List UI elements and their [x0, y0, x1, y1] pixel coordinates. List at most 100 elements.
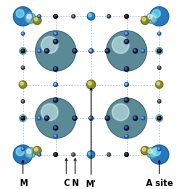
Circle shape — [27, 149, 31, 153]
Circle shape — [150, 145, 169, 164]
Circle shape — [25, 148, 36, 158]
Circle shape — [54, 67, 58, 71]
Circle shape — [107, 15, 110, 18]
Circle shape — [73, 116, 77, 120]
Circle shape — [156, 81, 163, 88]
Circle shape — [150, 7, 169, 26]
Circle shape — [22, 32, 24, 35]
Circle shape — [54, 83, 57, 86]
Circle shape — [158, 49, 161, 53]
Circle shape — [125, 83, 127, 85]
Circle shape — [158, 67, 160, 68]
Circle shape — [22, 100, 23, 101]
Circle shape — [157, 49, 160, 51]
Circle shape — [87, 151, 95, 158]
Circle shape — [89, 49, 93, 53]
Circle shape — [125, 32, 127, 34]
Circle shape — [20, 82, 23, 85]
Circle shape — [142, 18, 146, 21]
Circle shape — [54, 40, 56, 42]
Circle shape — [54, 40, 58, 44]
Circle shape — [125, 15, 128, 18]
Circle shape — [89, 49, 93, 53]
Circle shape — [33, 146, 41, 155]
Circle shape — [36, 98, 76, 138]
Circle shape — [158, 148, 161, 151]
Circle shape — [90, 50, 91, 51]
Circle shape — [106, 49, 108, 51]
Circle shape — [125, 126, 127, 128]
Circle shape — [107, 98, 146, 138]
Circle shape — [89, 116, 93, 120]
Circle shape — [125, 32, 128, 35]
Circle shape — [45, 49, 47, 51]
Circle shape — [105, 116, 109, 120]
Circle shape — [36, 31, 76, 71]
Circle shape — [133, 49, 137, 53]
Circle shape — [38, 50, 40, 51]
Circle shape — [20, 115, 26, 122]
Circle shape — [54, 15, 56, 17]
Circle shape — [19, 81, 26, 88]
Circle shape — [157, 82, 160, 85]
Circle shape — [45, 117, 47, 119]
Circle shape — [112, 36, 129, 53]
Circle shape — [45, 49, 49, 53]
Circle shape — [125, 83, 128, 86]
Circle shape — [134, 117, 136, 119]
Circle shape — [20, 48, 26, 54]
Circle shape — [38, 153, 39, 155]
Circle shape — [41, 36, 58, 53]
Circle shape — [22, 117, 23, 118]
Circle shape — [41, 104, 58, 121]
Circle shape — [148, 149, 152, 153]
Circle shape — [156, 115, 162, 122]
Circle shape — [21, 49, 23, 51]
Circle shape — [88, 81, 92, 85]
Circle shape — [141, 116, 145, 120]
Circle shape — [108, 15, 109, 17]
Circle shape — [13, 7, 32, 26]
Circle shape — [54, 135, 56, 137]
Circle shape — [146, 148, 157, 158]
Circle shape — [89, 116, 93, 120]
Circle shape — [125, 98, 127, 100]
Circle shape — [90, 117, 91, 118]
Circle shape — [105, 49, 109, 53]
Circle shape — [38, 15, 41, 18]
Circle shape — [54, 126, 56, 128]
Circle shape — [153, 148, 160, 156]
Circle shape — [54, 32, 57, 35]
Circle shape — [156, 48, 162, 54]
Circle shape — [125, 153, 128, 156]
Circle shape — [107, 153, 110, 156]
Circle shape — [158, 33, 160, 34]
Circle shape — [22, 67, 23, 68]
Circle shape — [124, 98, 129, 102]
Circle shape — [124, 40, 129, 44]
Circle shape — [108, 153, 109, 155]
Text: M: M — [19, 160, 27, 188]
Circle shape — [38, 49, 41, 53]
Circle shape — [72, 15, 74, 17]
Circle shape — [34, 18, 38, 21]
Circle shape — [27, 15, 31, 19]
Circle shape — [107, 31, 146, 71]
Circle shape — [141, 16, 149, 24]
Circle shape — [54, 126, 58, 130]
Circle shape — [142, 148, 146, 151]
Circle shape — [16, 10, 24, 18]
Circle shape — [158, 50, 160, 51]
Text: M': M' — [86, 88, 96, 189]
Circle shape — [54, 153, 56, 155]
Circle shape — [89, 49, 93, 53]
Circle shape — [133, 116, 137, 120]
Circle shape — [34, 148, 38, 151]
Circle shape — [134, 49, 136, 51]
Circle shape — [158, 117, 160, 118]
Circle shape — [21, 100, 24, 103]
Circle shape — [54, 83, 56, 85]
Circle shape — [22, 148, 24, 151]
Circle shape — [158, 116, 161, 120]
Circle shape — [16, 148, 24, 156]
